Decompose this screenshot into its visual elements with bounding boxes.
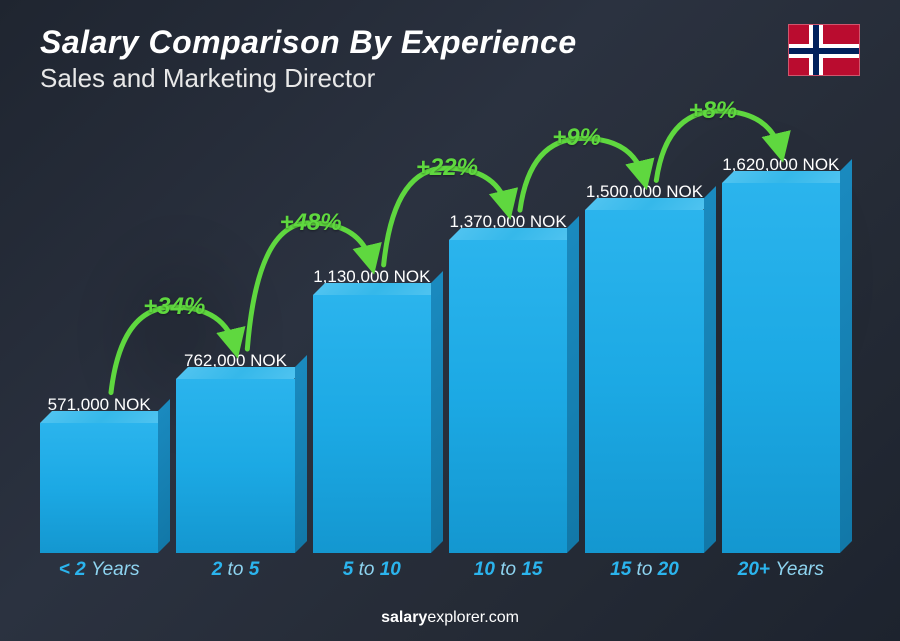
growth-percent-label: +22% bbox=[416, 154, 478, 182]
brand-rest: explorer.com bbox=[427, 609, 519, 626]
norway-flag-icon bbox=[788, 24, 860, 76]
title-block: Salary Comparison By Experience Sales an… bbox=[40, 24, 788, 94]
bar-chart: 571,000 NOK762,000 NOK1,130,000 NOK1,370… bbox=[40, 130, 840, 581]
growth-percent-label: +34% bbox=[143, 293, 205, 321]
growth-percent-label: +8% bbox=[689, 97, 738, 125]
infographic-container: Salary Comparison By Experience Sales an… bbox=[0, 0, 900, 641]
brand-bold: salary bbox=[381, 609, 427, 626]
growth-labels-layer: +34%+48%+22%+9%+8% bbox=[40, 130, 840, 581]
growth-percent-label: +9% bbox=[552, 124, 601, 152]
page-subtitle: Sales and Marketing Director bbox=[40, 63, 788, 94]
growth-percent-label: +48% bbox=[280, 209, 342, 237]
page-title: Salary Comparison By Experience bbox=[40, 24, 788, 61]
header: Salary Comparison By Experience Sales an… bbox=[40, 24, 860, 94]
footer-brand: salaryexplorer.com bbox=[0, 609, 900, 627]
